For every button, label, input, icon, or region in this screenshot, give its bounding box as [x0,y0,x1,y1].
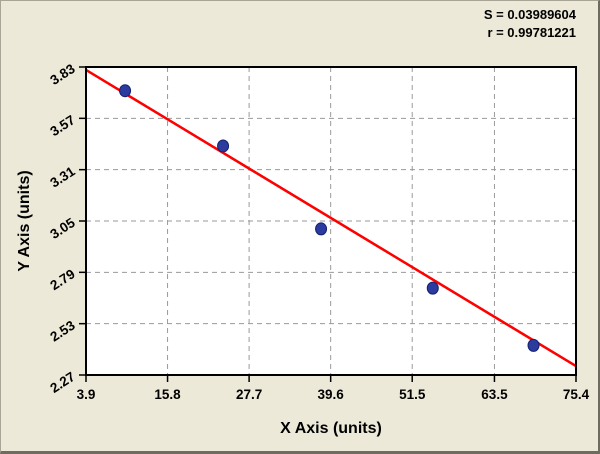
data-point [426,281,439,295]
y-tick-label: 2.27 [47,369,77,396]
data-point [527,338,540,352]
y-axis-label: Y Axis (units) [16,170,33,271]
y-tick-label: 3.31 [47,163,78,190]
plot-border [85,66,577,376]
data-point [315,222,328,236]
x-tick-label: 27.7 [236,387,262,402]
x-tick-label: 51.5 [399,387,426,402]
x-tick-label: 3.9 [77,387,96,402]
y-tick-label: 2.53 [47,317,78,344]
x-tick-label: 63.5 [481,387,508,402]
stat-s-value: S = 0.03989604 [484,7,577,22]
y-tick-label: 3.83 [47,61,78,88]
data-point [217,139,230,153]
data-point [119,84,132,98]
y-tick-label: 3.05 [47,215,78,242]
y-tick-label: 3.57 [47,112,77,139]
x-tick-label: 15.8 [154,387,181,402]
x-tick-label: 75.4 [563,387,590,402]
stat-r-value: r = 0.99781221 [487,25,576,40]
x-axis-label: X Axis (units) [280,420,382,437]
x-tick-label: 39.6 [318,387,345,402]
fit-line [85,68,577,368]
y-tick-label: 2.79 [47,266,77,293]
